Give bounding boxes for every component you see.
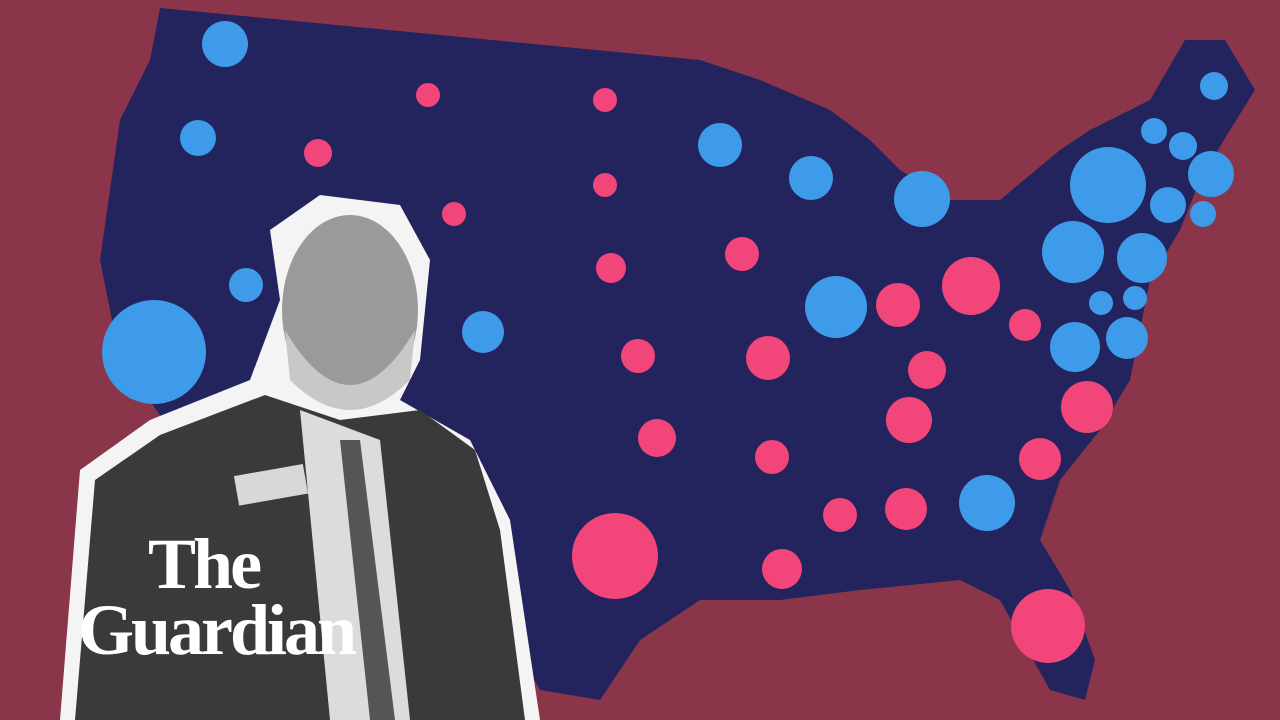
head xyxy=(282,215,418,405)
dot xyxy=(1089,291,1113,315)
dot xyxy=(959,475,1015,531)
dots xyxy=(102,21,1234,663)
logo-line2: Guardian xyxy=(78,590,356,670)
dot xyxy=(1106,317,1148,359)
dot xyxy=(638,419,676,457)
speaker-photo xyxy=(60,195,540,720)
dot xyxy=(442,202,466,226)
dot xyxy=(805,276,867,338)
dot xyxy=(876,283,920,327)
dot xyxy=(823,498,857,532)
dot xyxy=(942,257,1000,315)
dot xyxy=(789,156,833,200)
dot xyxy=(894,171,950,227)
dot xyxy=(886,397,932,443)
dot xyxy=(1169,132,1197,160)
dot xyxy=(1123,286,1147,310)
dot xyxy=(1070,147,1146,223)
dot xyxy=(1061,381,1113,433)
dot xyxy=(1009,309,1041,341)
beard xyxy=(285,330,415,410)
dot xyxy=(698,123,742,167)
tie xyxy=(340,440,395,720)
dot xyxy=(1011,589,1085,663)
dot xyxy=(102,300,206,404)
suit xyxy=(75,395,525,720)
dot xyxy=(593,88,617,112)
dot xyxy=(1042,221,1104,283)
badge xyxy=(233,463,309,506)
dot xyxy=(1117,233,1167,283)
dot xyxy=(416,83,440,107)
dot xyxy=(746,336,790,380)
dot xyxy=(621,339,655,373)
dot xyxy=(180,120,216,156)
dot xyxy=(572,513,658,599)
dot xyxy=(908,351,946,389)
dot xyxy=(755,440,789,474)
dot xyxy=(596,253,626,283)
dot xyxy=(1200,72,1228,100)
dot xyxy=(762,549,802,589)
dot xyxy=(725,237,759,271)
dot xyxy=(1190,201,1216,227)
dot xyxy=(593,173,617,197)
dot xyxy=(462,311,504,353)
dot xyxy=(1019,438,1061,480)
dot xyxy=(229,268,263,302)
dot xyxy=(1188,151,1234,197)
dot xyxy=(202,21,248,67)
logo-line1: The xyxy=(148,524,261,604)
dot xyxy=(1150,187,1186,223)
dot xyxy=(304,139,332,167)
dot xyxy=(885,488,927,530)
dot xyxy=(1050,322,1100,372)
dot xyxy=(1141,118,1167,144)
